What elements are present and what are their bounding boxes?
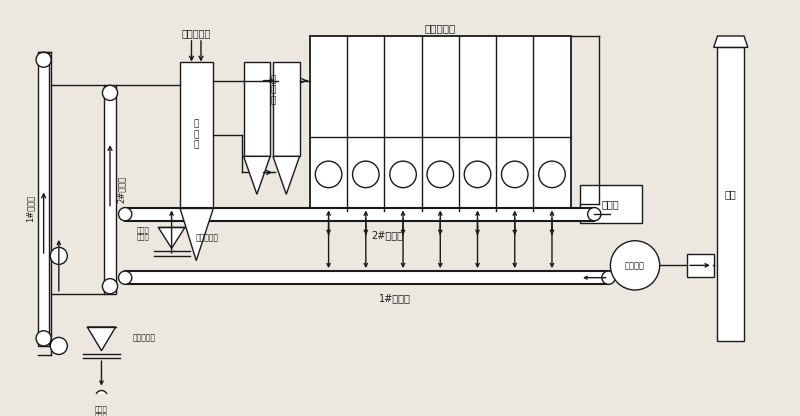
Polygon shape xyxy=(87,327,116,351)
Bar xyxy=(687,254,714,277)
Circle shape xyxy=(50,248,67,265)
Circle shape xyxy=(118,208,132,221)
Text: 1#斗提机: 1#斗提机 xyxy=(26,195,35,222)
Text: 水量调节阀: 水量调节阀 xyxy=(182,28,211,38)
Circle shape xyxy=(588,208,601,221)
Text: 电子皮带称: 电子皮带称 xyxy=(196,233,219,243)
Circle shape xyxy=(602,271,615,284)
Circle shape xyxy=(427,161,454,188)
Bar xyxy=(104,85,116,294)
Circle shape xyxy=(538,161,566,188)
Bar xyxy=(125,271,609,284)
Bar xyxy=(244,62,270,156)
Polygon shape xyxy=(714,36,748,47)
Polygon shape xyxy=(244,156,270,194)
Circle shape xyxy=(353,161,379,188)
Circle shape xyxy=(610,241,660,290)
Text: 过
滤
仓: 过 滤 仓 xyxy=(270,75,276,105)
Bar xyxy=(718,47,744,341)
Text: 布袋除尘器: 布袋除尘器 xyxy=(424,23,455,33)
Text: 脱
硫
塔: 脱 硫 塔 xyxy=(194,120,199,149)
Circle shape xyxy=(118,271,132,284)
Polygon shape xyxy=(180,208,214,261)
Bar xyxy=(580,185,642,223)
Circle shape xyxy=(102,279,118,294)
Circle shape xyxy=(102,85,118,100)
Bar xyxy=(38,52,50,346)
Text: 烟囱: 烟囱 xyxy=(725,189,737,199)
Bar xyxy=(273,62,299,156)
Text: 2#斗提机: 2#斗提机 xyxy=(117,176,126,203)
Circle shape xyxy=(96,391,107,402)
Text: 称重式
中间仓: 称重式 中间仓 xyxy=(137,226,150,240)
Polygon shape xyxy=(273,156,299,194)
Text: 变频器: 变频器 xyxy=(602,199,619,209)
Bar xyxy=(125,208,594,221)
Text: 1#斗提机: 1#斗提机 xyxy=(379,294,411,304)
Text: 增压风机: 增压风机 xyxy=(625,261,645,270)
Text: 电子皮带称: 电子皮带称 xyxy=(133,334,156,343)
Circle shape xyxy=(50,337,67,354)
Circle shape xyxy=(502,161,528,188)
Bar xyxy=(310,36,570,211)
Circle shape xyxy=(36,331,51,346)
Circle shape xyxy=(390,161,416,188)
Text: 2#斗提机: 2#斗提机 xyxy=(372,230,404,240)
Text: 称重式
中间仓: 称重式 中间仓 xyxy=(95,405,108,416)
Circle shape xyxy=(315,161,342,188)
Circle shape xyxy=(36,52,51,67)
Bar xyxy=(180,62,214,208)
Polygon shape xyxy=(158,228,185,248)
Circle shape xyxy=(464,161,490,188)
